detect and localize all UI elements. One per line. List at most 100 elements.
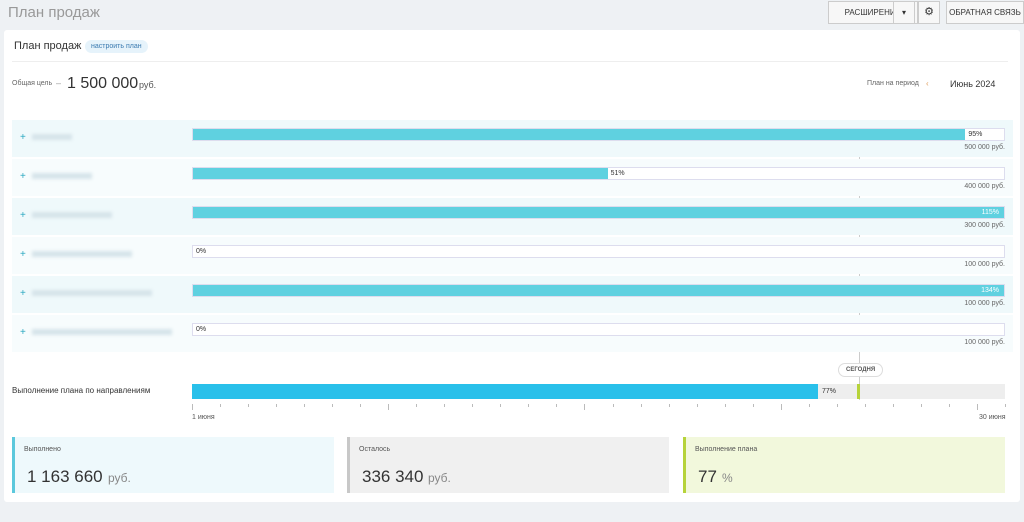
settings-button[interactable]: ⚙ (918, 1, 940, 24)
day-tick (500, 404, 502, 407)
day-tick (808, 404, 810, 407)
expand-icon[interactable]: + (20, 171, 26, 182)
blurred-name (32, 290, 152, 296)
summary-label: Выполнение плана (695, 446, 758, 453)
blurred-name (32, 329, 172, 335)
day-tick (976, 404, 978, 410)
day-tick (752, 404, 754, 407)
day-tick (836, 404, 838, 407)
bar (193, 129, 966, 140)
summary-unit: руб. (428, 471, 451, 485)
percent-label: 0% (196, 326, 207, 333)
blurred-name (32, 173, 92, 179)
dropdown-button[interactable]: ▾ (893, 1, 915, 24)
target: 100 000 руб. (964, 261, 1005, 268)
divider (12, 61, 1008, 62)
summary-unit: руб. (108, 471, 131, 485)
summary-card: Осталось 336 340 руб. (347, 437, 669, 493)
axis-start: 1 июня (192, 414, 215, 421)
target: 300 000 руб. (964, 222, 1005, 229)
day-tick (556, 404, 558, 407)
percent-label: 0% (196, 248, 207, 255)
goal-label: Общая цель (12, 80, 53, 87)
overall-percent: 77% (822, 388, 837, 395)
expand-icon[interactable]: + (20, 132, 26, 143)
prev-arrow[interactable]: ‹ (926, 79, 929, 88)
day-tick (584, 404, 586, 410)
bar (193, 168, 608, 179)
target: 100 000 руб. (964, 339, 1005, 346)
period-label: План на период (867, 80, 919, 87)
plan-row: +134% 100 000 руб. (12, 276, 1013, 313)
day-tick (472, 404, 474, 407)
separator: – (56, 78, 62, 88)
plan-row: +95% 500 000 руб. (12, 120, 1013, 157)
summary-label: Осталось (359, 446, 391, 453)
day-tick (1005, 404, 1006, 407)
day-tick (192, 404, 193, 410)
target: 500 000 руб. (964, 144, 1005, 151)
day-tick (388, 404, 390, 410)
day-tick (640, 404, 642, 407)
blurred-name (32, 212, 112, 218)
percent-label: 95% (968, 131, 983, 138)
feedback-button[interactable]: ОБРАТНАЯ СВЯЗЬ (946, 1, 1024, 24)
day-tick (332, 404, 334, 407)
day-tick (612, 404, 614, 407)
day-tick (780, 404, 782, 410)
bar (193, 207, 1004, 218)
overall-track (192, 384, 1005, 399)
plan-row: +0% 100 000 руб. (12, 237, 1013, 274)
expand-icon[interactable]: + (20, 327, 26, 338)
plan-row: +0% 100 000 руб. (12, 315, 1013, 352)
percent-label: 115% (981, 209, 999, 216)
plan-row: +115% 300 000 руб. (12, 198, 1013, 235)
day-tick (220, 404, 222, 407)
summary-card: Выполнение плана 77% (683, 437, 1005, 493)
page-title: План продаж (8, 4, 100, 21)
day-tick (724, 404, 726, 407)
day-tick (920, 404, 922, 407)
goal-amount: 1 500 000 (67, 75, 139, 92)
day-tick (248, 404, 250, 407)
target: 100 000 руб. (964, 300, 1005, 307)
percent-label: 134% (981, 287, 999, 294)
expand-icon[interactable]: + (20, 210, 26, 221)
setup-badge[interactable]: настроить план (85, 40, 148, 53)
day-tick (864, 404, 866, 407)
card-title: План продаж (14, 40, 82, 52)
axis-end: 30 июня (979, 414, 1006, 421)
overall-label: Выполнение плана по направлениям (12, 386, 151, 395)
summary-value: 336 340 (362, 467, 424, 486)
day-tick (668, 404, 670, 407)
overall-bar (192, 384, 818, 399)
summary-card: Выполнено 1 163 660 руб. (12, 437, 334, 493)
bar-track (192, 128, 1005, 141)
summary-value: 1 163 660 (27, 467, 103, 486)
day-tick (304, 404, 306, 407)
bar-track (192, 167, 1005, 180)
day-tick (892, 404, 894, 407)
bar-track (192, 323, 1005, 336)
percent-label: 51% (610, 170, 625, 177)
day-tick (948, 404, 950, 407)
day-tick (276, 404, 278, 407)
day-tick (696, 404, 698, 407)
day-tick (528, 404, 530, 407)
expand-icon[interactable]: + (20, 249, 26, 260)
bar-track (192, 206, 1005, 219)
blurred-name (32, 134, 72, 140)
day-tick (360, 404, 362, 407)
plan-row: +51% 400 000 руб. (12, 159, 1013, 196)
day-tick (416, 404, 418, 407)
today-label: СЕГОДНЯ (838, 363, 884, 377)
target: 400 000 руб. (964, 183, 1005, 190)
expand-icon[interactable]: + (20, 288, 26, 299)
summary-value: 77 (698, 467, 717, 486)
period-month: Июнь 2024 (950, 79, 996, 89)
summary-label: Выполнено (24, 446, 61, 453)
bar (193, 285, 1004, 296)
blurred-name (32, 251, 132, 257)
summary-unit: % (722, 471, 733, 485)
